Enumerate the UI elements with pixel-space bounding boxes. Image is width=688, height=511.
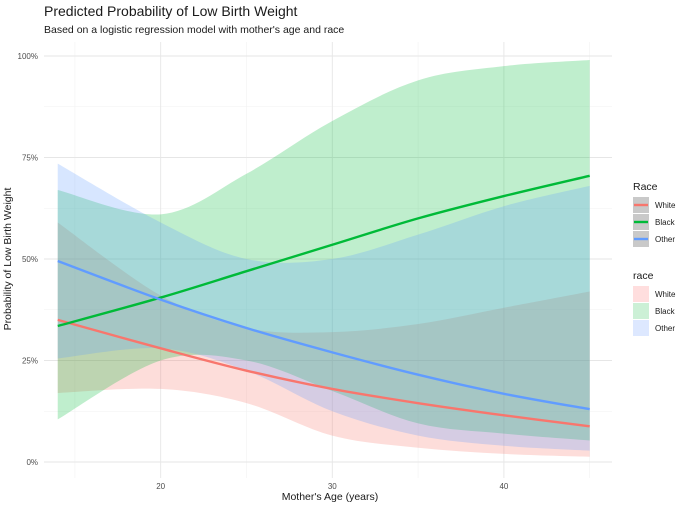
legend-label: Other bbox=[655, 235, 675, 244]
y-tick-label: 75% bbox=[22, 154, 38, 163]
grid bbox=[44, 42, 612, 478]
y-axis-label: Probability of Low Birth Weight bbox=[2, 188, 14, 331]
legend-fill-key-black bbox=[633, 303, 649, 319]
x-axis-label: Mother's Age (years) bbox=[282, 491, 379, 503]
band-other bbox=[57, 163, 590, 451]
line-white bbox=[57, 318, 590, 428]
legend-title: Race bbox=[633, 181, 658, 193]
legend-label: White bbox=[655, 201, 676, 210]
x-axis-ticks: 20 30 40 bbox=[156, 482, 509, 491]
legend-title: race bbox=[633, 270, 654, 282]
legend-label: Black bbox=[655, 218, 676, 227]
x-tick-label: 30 bbox=[328, 482, 337, 491]
y-tick-label: 25% bbox=[22, 357, 38, 366]
legend-fill-key-white bbox=[633, 286, 649, 302]
chart-subtitle: Based on a logistic regression model wit… bbox=[44, 24, 344, 36]
series-lines bbox=[57, 174, 590, 428]
y-axis-ticks: 0% 25% 50% 75% 100% bbox=[18, 52, 38, 467]
legend-label: Black bbox=[655, 307, 676, 316]
line-other bbox=[57, 259, 590, 411]
legend-fill-key-other bbox=[633, 320, 649, 336]
line-black bbox=[57, 174, 590, 328]
legend-label: White bbox=[655, 290, 676, 299]
y-tick-label: 50% bbox=[22, 255, 38, 264]
band-white bbox=[57, 222, 590, 457]
x-tick-label: 20 bbox=[156, 482, 165, 491]
y-tick-label: 100% bbox=[18, 52, 38, 61]
confidence-bands bbox=[57, 60, 590, 457]
legend-label: Other bbox=[655, 324, 675, 333]
chart-title: Predicted Probability of Low Birth Weigh… bbox=[44, 3, 298, 19]
band-black bbox=[57, 60, 590, 441]
x-tick-label: 40 bbox=[499, 482, 508, 491]
y-tick-label: 0% bbox=[26, 458, 38, 467]
